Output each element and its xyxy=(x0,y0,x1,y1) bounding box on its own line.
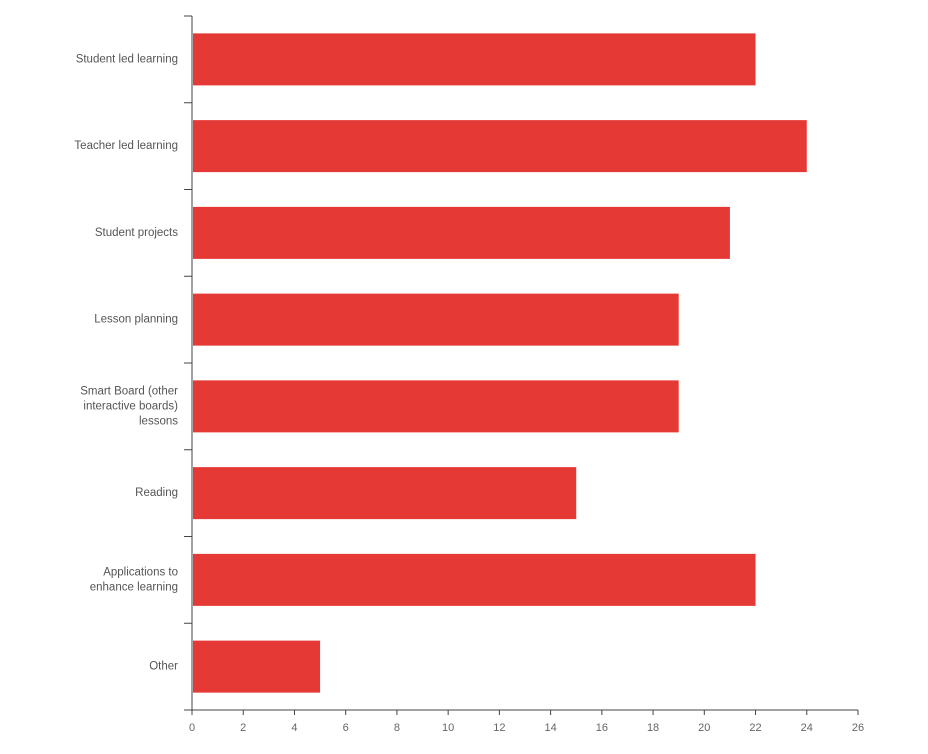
category-label: Reading xyxy=(135,487,178,499)
bars-group xyxy=(193,33,807,693)
category-label: Applications to enhance learning xyxy=(90,566,178,593)
bar-7 xyxy=(193,553,756,606)
bar-5 xyxy=(193,380,679,433)
bar-8 xyxy=(193,640,321,693)
bar-6 xyxy=(193,467,577,520)
x-tick-label: 12 xyxy=(493,722,505,734)
x-tick-label: 22 xyxy=(749,722,761,734)
category-label: Lesson planning xyxy=(94,314,178,326)
x-tick-label: 0 xyxy=(189,722,195,734)
x-tick-label: 10 xyxy=(442,722,454,734)
category-label: Smart Board (other interactive boards) les… xyxy=(80,385,178,427)
category-labels-group: Student led learning Teacher led learning… xyxy=(74,53,178,672)
x-tick-label: 18 xyxy=(647,722,659,734)
x-tick-label: 2 xyxy=(240,722,246,734)
bar-2 xyxy=(193,120,807,173)
x-tick-label: 8 xyxy=(394,722,400,734)
bar-1 xyxy=(193,33,756,86)
x-tick-label: 24 xyxy=(801,722,813,734)
y-axis xyxy=(184,15,193,711)
x-axis: 0 2 4 6 8 10 12 14 16 18 20 22 24 26 xyxy=(189,709,864,734)
category-label: Student led learning xyxy=(76,53,178,65)
bar-3 xyxy=(193,206,730,259)
category-label: Teacher led learning xyxy=(74,140,178,152)
x-tick-label: 4 xyxy=(291,722,297,734)
category-label: Other xyxy=(149,661,178,673)
x-tick-label: 14 xyxy=(544,722,556,734)
x-tick-label: 16 xyxy=(596,722,608,734)
category-label: Student projects xyxy=(95,227,178,239)
x-tick-label: 6 xyxy=(343,722,349,734)
x-tick-label: 20 xyxy=(698,722,710,734)
x-tick-label: 26 xyxy=(852,722,864,734)
bar-4 xyxy=(193,293,679,346)
